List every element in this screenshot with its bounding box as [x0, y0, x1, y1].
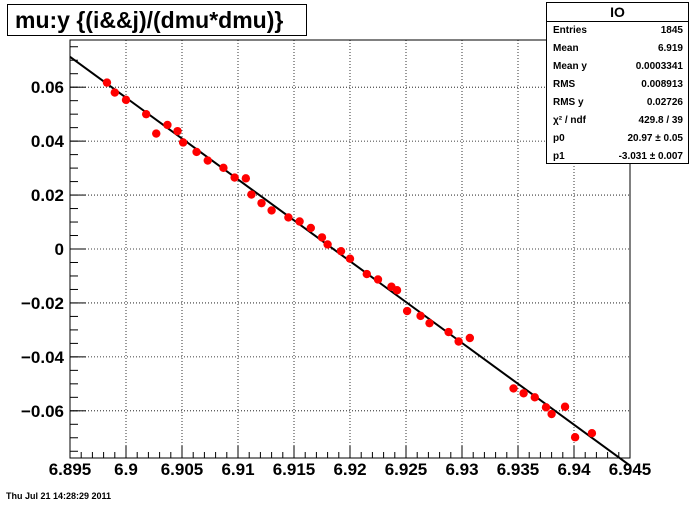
- data-point: [306, 223, 315, 233]
- data-point: [570, 433, 580, 442]
- x-tick-label: 6.925: [385, 460, 428, 479]
- stats-box-name: IO: [547, 3, 688, 22]
- data-point: [152, 129, 161, 138]
- data-point: [336, 246, 346, 256]
- stats-row-rms-y: RMS y 0.02726: [547, 94, 688, 112]
- data-point: [178, 138, 188, 147]
- stats-key: p0: [553, 133, 565, 144]
- stats-key: Entries: [553, 25, 587, 36]
- stats-value: 1845: [660, 25, 683, 36]
- stats-value: 6.919: [657, 43, 683, 54]
- data-points: [102, 78, 597, 442]
- data-point: [163, 120, 172, 130]
- stats-value: -3.031 ± 0.007: [618, 151, 683, 162]
- datestamp: Thu Jul 21 14:28:29 2011: [6, 491, 112, 501]
- x-tick-label: 6.91: [221, 460, 254, 479]
- stats-row-mean: Mean 6.919: [547, 40, 688, 58]
- data-point: [465, 333, 475, 343]
- plot-title: mu:y {(i&&j)/(dmu*dmu)}: [7, 4, 307, 36]
- stats-box: IO Entries 1845 Mean 6.919 Mean y 0.0003…: [546, 2, 689, 164]
- data-point: [373, 275, 383, 284]
- data-point: [362, 269, 371, 279]
- y-tick-label: 0.06: [31, 78, 64, 97]
- x-tick-label: 6.94: [557, 460, 591, 479]
- data-point: [454, 337, 463, 346]
- stats-row-mean-y: Mean y 0.0003341: [547, 58, 688, 76]
- data-point: [444, 327, 453, 337]
- x-tick-label: 6.92: [333, 460, 366, 479]
- x-tick-label: 6.895: [49, 460, 92, 479]
- data-point: [192, 147, 201, 157]
- data-point: [541, 403, 551, 412]
- data-point: [560, 402, 570, 411]
- stats-key: Mean: [553, 43, 579, 54]
- x-axis: 6.895 6.9 6.905 6.91 6.915 6.92 6.925 6.93 6.935…: [49, 446, 652, 479]
- data-point: [425, 318, 434, 328]
- data-point: [110, 88, 120, 97]
- x-tick-label: 6.915: [273, 460, 316, 479]
- x-tick-label: 6.945: [609, 460, 652, 479]
- x-tick-label: 6.935: [497, 460, 540, 479]
- data-point: [257, 198, 266, 208]
- stats-value: 0.008913: [641, 79, 683, 90]
- data-point: [121, 95, 131, 105]
- data-point: [173, 126, 182, 136]
- stats-row-chi2-ndf: χ² / ndf 429.8 / 39: [547, 112, 688, 130]
- y-tick-label: −0.06: [21, 402, 64, 421]
- data-point: [317, 233, 327, 242]
- y-tick-label: 0.02: [31, 186, 64, 205]
- data-point: [141, 109, 151, 119]
- data-point: [323, 240, 332, 249]
- stats-row-entries: Entries 1845: [547, 22, 688, 40]
- x-tick-label: 6.905: [161, 460, 204, 479]
- stats-key: p1: [553, 151, 565, 162]
- data-point: [416, 311, 425, 321]
- stats-value: 20.97 ± 0.05: [627, 133, 683, 144]
- stats-value: 0.02726: [646, 97, 683, 108]
- data-point: [509, 384, 518, 393]
- data-point: [203, 156, 212, 165]
- stats-row-p0: p0 20.97 ± 0.05: [547, 130, 688, 148]
- data-point: [402, 306, 412, 316]
- y-tick-label: −0.02: [21, 294, 64, 313]
- x-tick-label: 6.9: [114, 460, 138, 479]
- data-point: [547, 409, 556, 419]
- data-point: [530, 393, 539, 402]
- x-tick-label: 6.93: [445, 460, 478, 479]
- data-point: [241, 174, 251, 183]
- data-point: [247, 190, 256, 199]
- stats-row-rms: RMS 0.008913: [547, 76, 688, 94]
- stats-row-p1: p1 -3.031 ± 0.007: [547, 148, 688, 166]
- y-tick-label: −0.04: [21, 348, 65, 367]
- data-point: [267, 206, 276, 215]
- data-point: [230, 173, 239, 182]
- y-axis: −0.06 −0.04 −0.02 0 0.02 0.04 0.06: [21, 46, 86, 452]
- data-point: [519, 389, 528, 398]
- stats-key: RMS: [553, 79, 576, 90]
- stats-key: RMS y: [553, 97, 584, 108]
- stats-key: χ² / ndf: [553, 115, 586, 126]
- data-point: [284, 213, 293, 222]
- data-point: [102, 78, 112, 87]
- stats-value: 0.0003341: [635, 61, 683, 72]
- data-point: [345, 254, 355, 263]
- data-point: [219, 163, 228, 173]
- y-tick-label: 0: [55, 240, 64, 259]
- data-point: [587, 428, 597, 438]
- stats-value: 429.8 / 39: [638, 115, 683, 126]
- data-point: [392, 286, 402, 295]
- stats-key: Mean y: [553, 61, 587, 72]
- y-tick-label: 0.04: [31, 132, 65, 151]
- data-point: [295, 217, 304, 226]
